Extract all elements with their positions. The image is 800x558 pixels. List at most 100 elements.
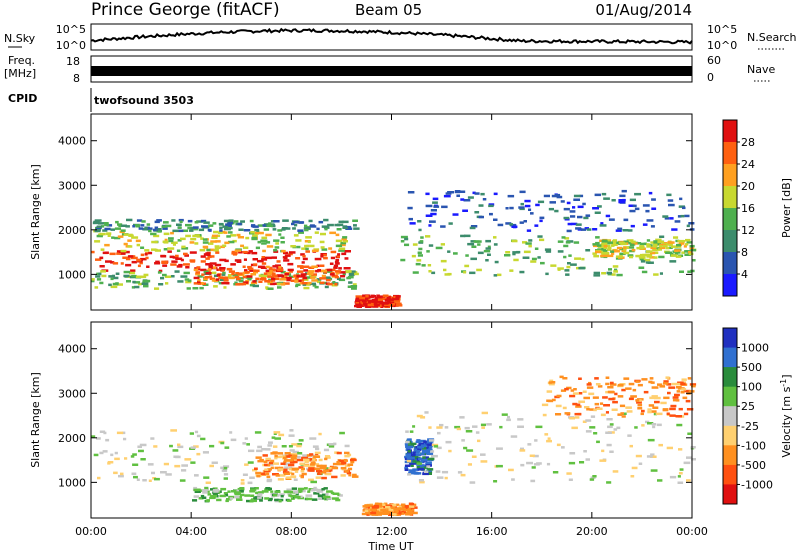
data-cell <box>277 455 281 459</box>
data-cell <box>133 475 138 479</box>
data-cell <box>424 411 429 414</box>
data-cell <box>676 243 681 247</box>
colorbar-segment <box>723 274 737 297</box>
data-cell <box>595 383 601 386</box>
data-cell <box>364 509 369 513</box>
data-cell <box>223 477 228 480</box>
data-cell <box>296 279 302 282</box>
data-cell <box>274 490 281 493</box>
data-cell <box>277 452 284 455</box>
data-cell <box>527 443 532 446</box>
data-cell <box>99 265 105 268</box>
data-cell <box>601 449 605 453</box>
data-cell <box>264 239 268 243</box>
data-cell <box>201 282 206 285</box>
data-cell <box>685 399 691 403</box>
data-cell <box>658 443 663 447</box>
colorbar-tick-label: 1000 <box>741 342 769 355</box>
data-cell <box>238 279 244 283</box>
data-cell <box>653 412 657 416</box>
data-cell <box>407 451 413 455</box>
data-cell <box>536 462 542 465</box>
data-cell <box>323 253 327 257</box>
data-cell <box>226 498 232 501</box>
data-cell <box>499 425 503 429</box>
colorbar-tick-label: 8 <box>741 246 748 259</box>
data-cell <box>394 513 402 516</box>
data-cell <box>123 242 128 246</box>
data-cell <box>347 285 352 288</box>
data-cell <box>493 274 498 277</box>
data-cell <box>121 224 127 227</box>
data-cell <box>690 248 697 252</box>
data-cell <box>370 511 377 515</box>
data-cell <box>324 276 331 279</box>
data-cell <box>573 388 577 391</box>
data-cell <box>582 202 586 206</box>
data-cell <box>293 220 300 224</box>
data-cell <box>441 470 449 474</box>
data-cell <box>182 229 189 232</box>
data-cell <box>193 486 198 490</box>
data-cell <box>101 274 107 278</box>
data-cell <box>667 241 675 244</box>
data-cell <box>308 465 312 469</box>
data-cell <box>190 461 196 464</box>
data-cell <box>169 255 175 259</box>
data-cell <box>199 248 206 252</box>
data-cell <box>273 445 278 448</box>
data-cell <box>175 254 179 258</box>
data-cell <box>216 274 221 277</box>
data-cell <box>637 403 643 407</box>
data-cell <box>274 246 280 249</box>
data-cell <box>194 234 200 237</box>
data-cell <box>618 200 626 204</box>
data-cell <box>160 471 167 474</box>
data-cell <box>549 201 556 204</box>
data-cell <box>431 454 438 458</box>
data-cell <box>417 220 422 223</box>
data-cell <box>650 453 655 456</box>
data-cell <box>178 218 184 222</box>
data-cell <box>531 257 537 261</box>
data-cell <box>407 473 412 476</box>
data-cell <box>162 227 168 230</box>
data-cell <box>285 227 291 230</box>
data-cell <box>617 395 624 398</box>
data-cell <box>546 399 551 402</box>
data-cell <box>340 466 347 470</box>
data-cell <box>314 451 321 455</box>
data-cell <box>290 279 297 282</box>
data-cell <box>214 263 222 267</box>
data-cell <box>236 489 241 493</box>
data-cell <box>339 431 345 435</box>
data-cell <box>400 240 405 243</box>
data-cell <box>410 442 417 446</box>
data-cell <box>180 237 186 241</box>
data-cell <box>400 258 406 262</box>
data-cell <box>233 220 239 223</box>
data-cell <box>385 505 391 509</box>
data-cell <box>603 197 610 200</box>
data-cell <box>507 194 515 198</box>
data-cell <box>617 413 623 416</box>
data-cell <box>172 243 176 246</box>
data-cell <box>293 234 299 237</box>
data-cell <box>273 239 280 242</box>
data-cell <box>160 255 167 258</box>
data-cell <box>128 234 134 237</box>
data-cell <box>274 264 281 267</box>
data-cell <box>353 227 360 230</box>
data-cell <box>418 228 422 232</box>
data-cell <box>302 454 309 457</box>
data-cell <box>482 198 487 201</box>
data-cell <box>557 250 564 253</box>
data-cell <box>281 249 286 253</box>
data-cell <box>244 437 248 440</box>
data-cell <box>279 466 284 470</box>
data-cell <box>423 466 428 469</box>
data-cell <box>653 240 658 243</box>
data-cell <box>590 415 596 418</box>
data-cell <box>424 456 429 459</box>
data-cell <box>250 231 255 234</box>
